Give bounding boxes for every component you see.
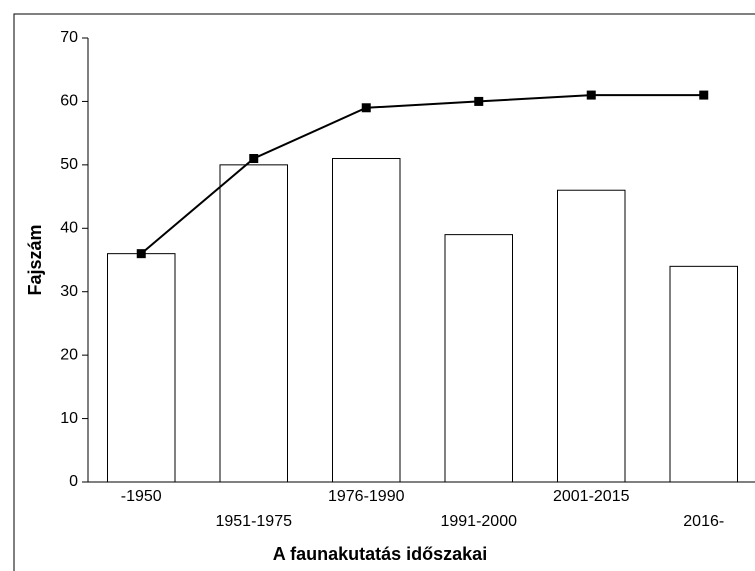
y-tick-label: 50: [60, 156, 78, 173]
bar: [219, 164, 288, 483]
x-tick-label: -1950: [121, 488, 162, 505]
bar: [332, 158, 401, 483]
y-tick-label: 10: [60, 410, 78, 427]
frame: [13, 13, 755, 571]
line-marker: [474, 96, 484, 106]
line: [140, 94, 704, 255]
y-tick-label: 20: [60, 346, 78, 363]
line-marker: [249, 154, 259, 164]
bar: [107, 253, 176, 483]
y-tick-label: 70: [60, 29, 78, 46]
line-marker: [136, 249, 146, 259]
x-tick-label: 1991-2000: [440, 513, 517, 530]
y-tick-label: 60: [60, 93, 78, 110]
x-tick-label: 1976-1990: [328, 488, 405, 505]
line-marker: [586, 90, 596, 100]
line-marker: [699, 90, 709, 100]
bar: [444, 234, 513, 483]
x-tick-label: 1951-1975: [215, 513, 292, 530]
x-tick-label: 2001-2015: [553, 488, 630, 505]
y-tick-label: 0: [69, 473, 78, 490]
line-marker: [361, 103, 371, 113]
y-axis-label: Fajszám: [25, 224, 45, 295]
y-tick-label: 40: [60, 220, 78, 237]
y-tick-label: 30: [60, 283, 78, 300]
bar: [557, 189, 626, 483]
bar: [669, 265, 738, 483]
x-tick-label: 2016-: [683, 513, 724, 530]
x-axis-label: A faunakutatás időszakai: [273, 544, 487, 564]
